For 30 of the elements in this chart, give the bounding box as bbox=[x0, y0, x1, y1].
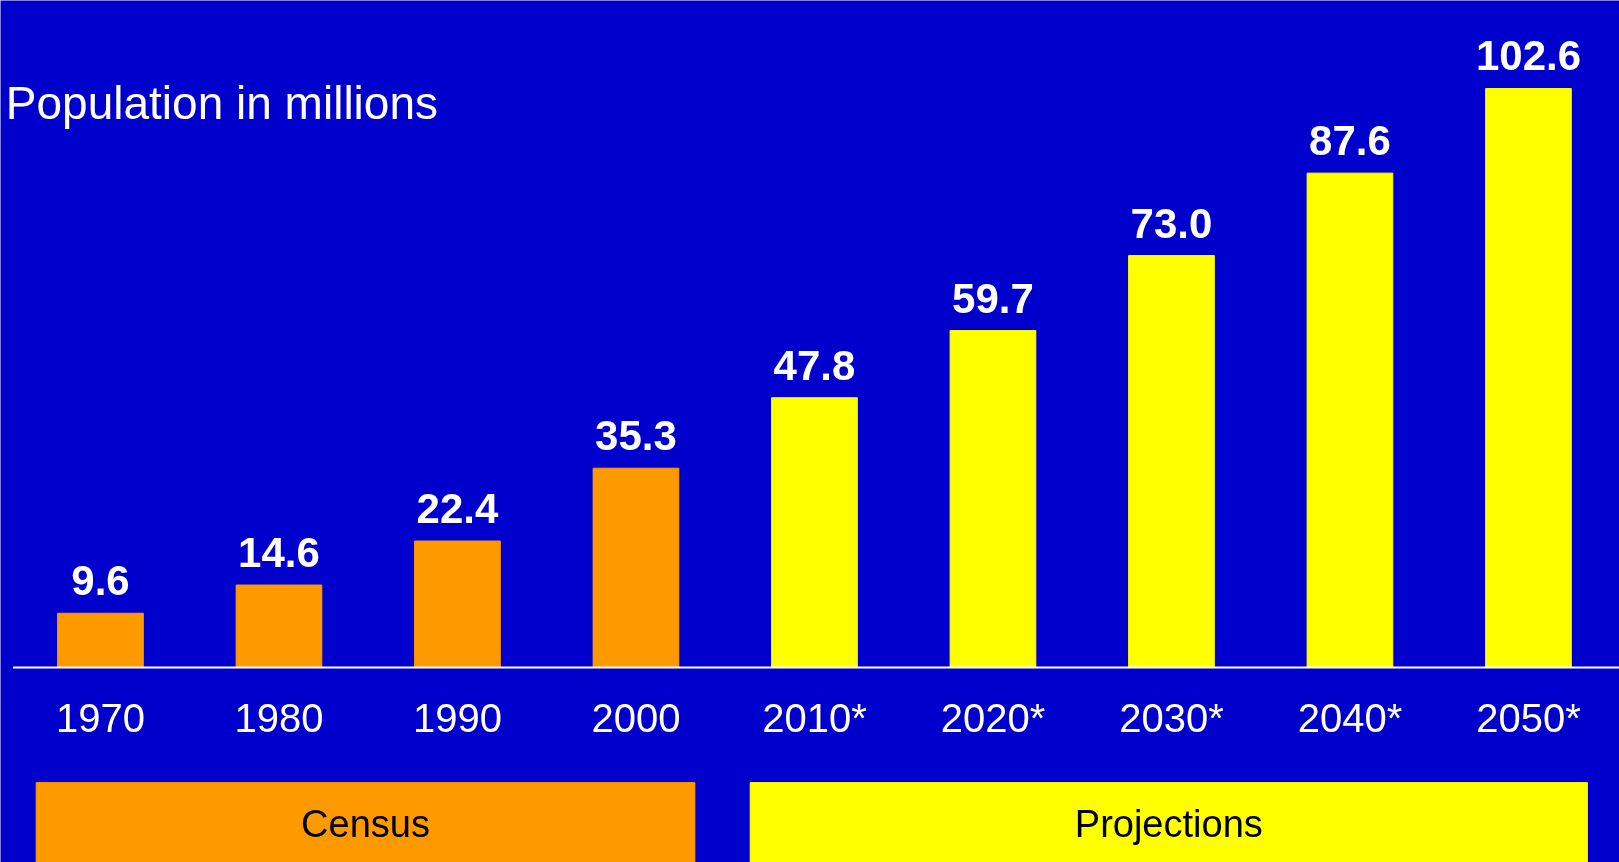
x-tick-label: 1980 bbox=[234, 696, 324, 741]
text: Census bbox=[301, 802, 430, 845]
data-label: 87.6 bbox=[1309, 117, 1391, 165]
data-label: 22.4 bbox=[416, 485, 499, 533]
data-label: 73.0 bbox=[1130, 199, 1213, 247]
x-tick-label: 2040* bbox=[1297, 696, 1403, 741]
data-label: 35.3 bbox=[595, 412, 677, 460]
chart-subtitle: Population in millions bbox=[5, 76, 438, 129]
data-label: 9.6 bbox=[71, 557, 130, 605]
data-label: 102.6 bbox=[1475, 32, 1582, 80]
bar bbox=[414, 540, 501, 668]
data-label: 14.6 bbox=[238, 529, 320, 577]
bar bbox=[592, 467, 680, 668]
x-tick-label: 2010* bbox=[762, 696, 867, 741]
data-label: 47.8 bbox=[773, 341, 856, 389]
x-tick-label: 2000 bbox=[591, 696, 681, 741]
bar bbox=[1128, 255, 1215, 668]
x-tick-label: 1970 bbox=[55, 696, 145, 741]
x-tick-label: 1990 bbox=[412, 696, 502, 741]
bar bbox=[1306, 172, 1394, 668]
text: Projections bbox=[1074, 802, 1263, 845]
x-tick-label: 2020* bbox=[940, 696, 1046, 741]
bar bbox=[949, 330, 1037, 668]
bar bbox=[1485, 87, 1572, 668]
bar bbox=[771, 397, 858, 668]
bar bbox=[235, 584, 323, 668]
data-label: 59.7 bbox=[952, 274, 1034, 322]
x-tick-label: 2050* bbox=[1476, 696, 1581, 741]
x-tick-label: 2030* bbox=[1119, 696, 1224, 741]
bar bbox=[57, 612, 144, 668]
